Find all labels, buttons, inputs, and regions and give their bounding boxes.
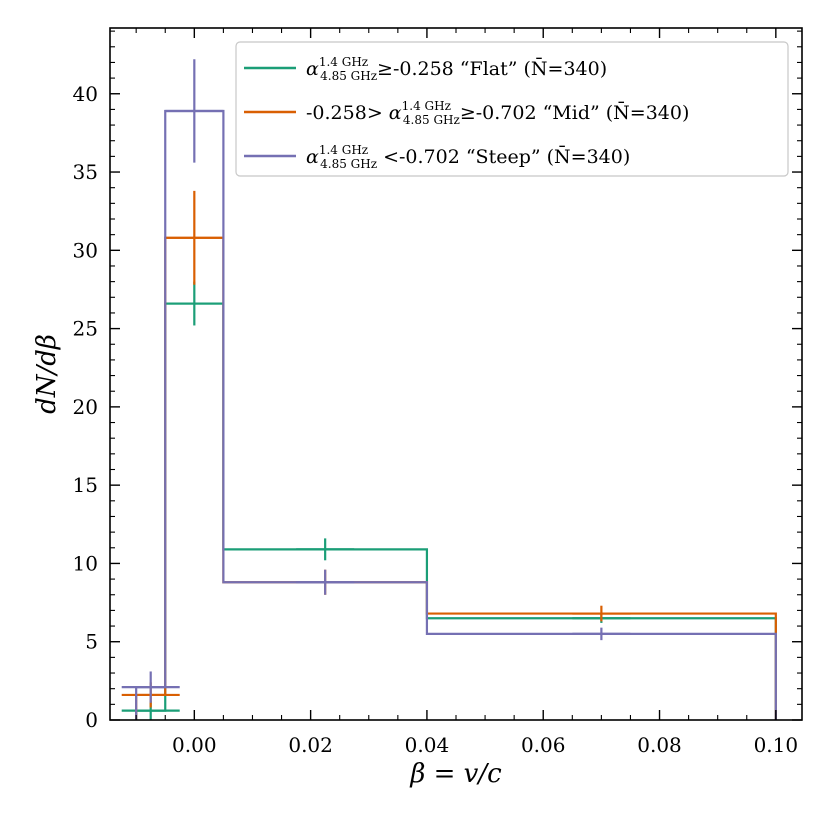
x-axis-label: β = v/c <box>409 759 502 789</box>
x-tick-label: 0.02 <box>288 733 333 757</box>
x-tick-label: 0.08 <box>637 733 682 757</box>
y-tick-label: 20 <box>73 395 98 419</box>
y-tick-label: 40 <box>73 82 98 106</box>
axis-labels: dN/dβ β = v/c <box>32 334 502 789</box>
y-tick-label: 10 <box>73 551 98 575</box>
x-tick-label: 0.00 <box>172 733 217 757</box>
histogram-step-steep <box>135 109 777 720</box>
axes-layer: 0.00 0.02 0.04 0.06 0.08 0.10 0 5 10 15 20 25 30 35 40 <box>73 27 803 757</box>
legend-box <box>235 41 789 177</box>
y-tick-label: 15 <box>73 473 98 497</box>
legend: α1.4 GHz 4.85 GHz≥-0.258 “Flat” (N̄=340) -… <box>235 41 789 177</box>
y-tick-label: 25 <box>73 317 98 341</box>
y-tick-label: 5 <box>85 630 98 654</box>
y-tick-label: 30 <box>73 238 98 262</box>
data-layer <box>121 59 777 720</box>
y-tick-label: 0 <box>85 708 98 732</box>
legend-entry-mid: -0.258> α1.4 GHz 4.85 GHz≥-0.702 “Mid” (N… <box>306 99 689 127</box>
histogram-step-flat <box>135 302 777 720</box>
y-tick-label: 35 <box>73 160 98 184</box>
x-tick-label: 0.06 <box>521 733 566 757</box>
x-tick-label: 0.04 <box>405 733 450 757</box>
legend-entry-steep: α1.4 GHz 4.85 GHz <-0.702 “Steep” (N̄=340… <box>306 143 630 171</box>
y-axis-label: dN/dβ <box>32 334 62 414</box>
x-tick-label: 0.10 <box>754 733 799 757</box>
histogram-step-mid <box>135 236 777 720</box>
legend-entry-flat: α1.4 GHz 4.85 GHz≥-0.258 “Flat” (N̄=340) <box>306 55 607 83</box>
